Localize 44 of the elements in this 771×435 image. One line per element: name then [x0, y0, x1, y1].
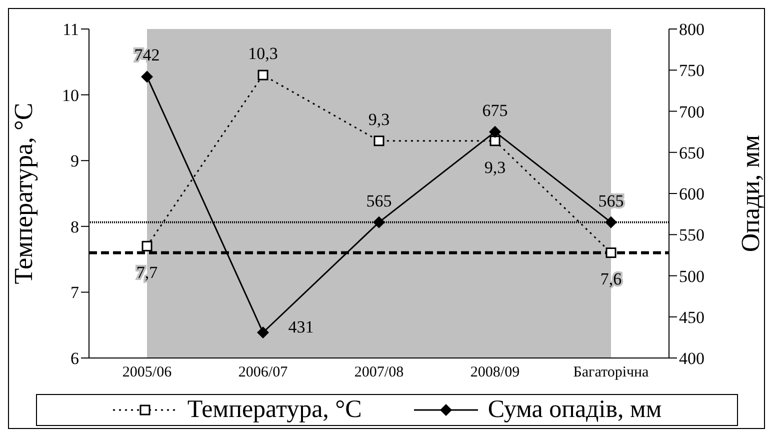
legend-label: Температура, °C — [187, 395, 362, 425]
y2-tick-label: 450 — [679, 308, 704, 327]
point — [257, 326, 269, 339]
y2-tick-label: 800 — [679, 20, 704, 40]
data-label: 10,3 — [248, 44, 278, 64]
y2-tick-label: 550 — [679, 226, 704, 245]
data-label: 675 — [482, 100, 508, 120]
y2-tick-label: 400 — [679, 349, 704, 368]
y2-tick-label: 750 — [679, 61, 704, 80]
y-tick-label: 10 — [62, 86, 79, 105]
x-tick-label: 2005/06 — [122, 364, 172, 381]
x-tick-label: Багаторічна — [573, 364, 650, 381]
data-label: 742 — [134, 46, 160, 65]
point — [374, 136, 384, 146]
point — [258, 70, 268, 80]
point — [605, 216, 617, 228]
legend-label: Сума опадів, мм — [488, 395, 662, 425]
y2-axis-title: Опади, мм — [736, 134, 766, 252]
y-tick-label: 9 — [70, 152, 79, 171]
y2-tick-label: 700 — [679, 102, 704, 122]
y-tick-label: 11 — [62, 20, 79, 40]
x-tick-label: 2007/08 — [354, 364, 404, 381]
y2-tick-label: 600 — [679, 184, 704, 204]
data-label: 431 — [288, 318, 314, 337]
point — [606, 247, 616, 258]
y2-tick-label: 650 — [679, 143, 704, 162]
y-tick-label: 6 — [70, 349, 79, 368]
y-tick-label: 8 — [70, 217, 79, 236]
data-label: 565 — [598, 191, 624, 210]
x-tick-label: 2008/09 — [470, 364, 520, 381]
x-tick-label: 2006/07 — [238, 364, 288, 381]
data-label: 9,3 — [368, 110, 390, 129]
point — [489, 126, 501, 138]
point — [142, 240, 152, 252]
point — [141, 70, 153, 83]
data-label: 7,6 — [600, 270, 622, 289]
data-label: 565 — [366, 191, 392, 210]
data-label: 7,7 — [136, 263, 158, 282]
y2-tick-label: 500 — [679, 266, 704, 286]
point — [490, 136, 500, 146]
point — [373, 216, 385, 228]
y-axis-title: Температура, °C — [9, 102, 38, 284]
y-tick-label: 7 — [70, 283, 80, 302]
data-label: 9,3 — [484, 158, 506, 177]
